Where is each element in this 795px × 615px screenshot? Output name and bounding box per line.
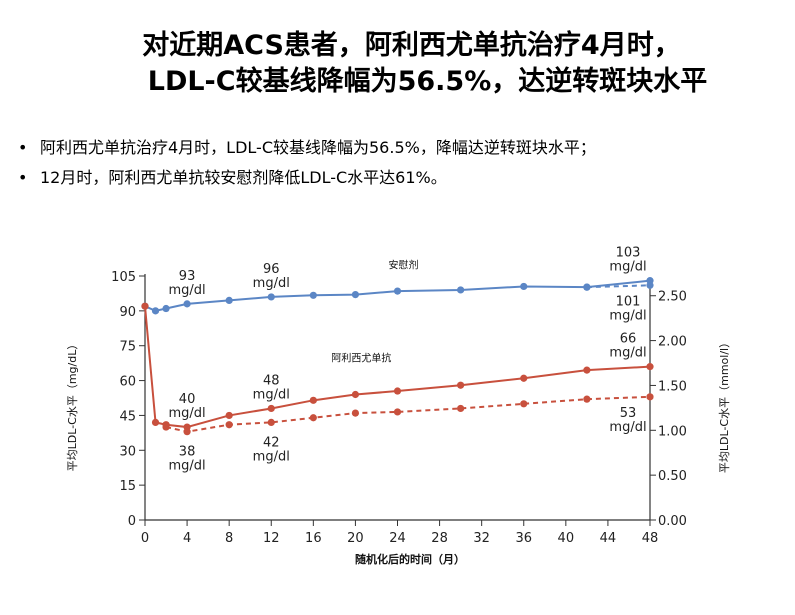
x-tick-label: 24 — [389, 531, 406, 546]
y-axis-title-right: 平均LDL-C水平（mmol/l） — [718, 337, 731, 473]
data-point — [351, 290, 360, 299]
series-line — [144, 279, 651, 312]
data-point — [520, 282, 528, 291]
data-point — [457, 404, 465, 413]
data-point — [309, 291, 317, 299]
data-point — [151, 307, 160, 315]
series-line — [586, 284, 651, 289]
y-right-tick-label: 2.00 — [658, 335, 687, 350]
data-label-unit: mg/dl — [168, 406, 205, 421]
data-point — [151, 418, 160, 426]
data-point — [646, 363, 654, 371]
x-tick-label: 48 — [642, 531, 659, 546]
data-label-unit: mg/dl — [168, 459, 205, 474]
series-label: 安慰剂 — [389, 258, 419, 271]
x-tick-label: 44 — [600, 531, 617, 546]
y-left-tick-label: 45 — [119, 409, 136, 424]
y-left-tick-label: 60 — [119, 375, 136, 390]
x-tick-label: 20 — [347, 531, 364, 546]
x-tick-label: 8 — [225, 531, 233, 546]
data-label: 38 — [179, 445, 196, 460]
data-point — [183, 300, 191, 308]
data-label-unit: mg/dl — [168, 283, 205, 298]
data-label-unit: mg/dl — [253, 449, 290, 464]
data-point — [457, 286, 465, 294]
data-point — [225, 296, 233, 304]
data-label-unit: mg/dl — [609, 260, 646, 275]
x-tick-label: 4 — [183, 531, 191, 546]
bullet-item: 12月时，阿利西尤单抗较安慰剂降低LDL-C水平达61%。 — [18, 163, 596, 193]
data-point — [225, 411, 233, 420]
data-label: 42 — [263, 435, 280, 450]
y-left-tick-label: 75 — [119, 340, 136, 355]
x-tick-label: 28 — [431, 531, 448, 546]
data-label: 101 — [616, 294, 641, 309]
data-point — [393, 408, 402, 416]
slide-title-line-2: LDL-C较基线降幅为56.5%，达逆转斑块水平 — [147, 66, 708, 97]
slide-title-line-1: 对近期ACS患者，阿利西尤单抗治疗4月时， — [142, 30, 681, 61]
data-label-unit: mg/dl — [609, 420, 646, 435]
data-point — [141, 302, 149, 310]
bullet-item: 阿利西尤单抗治疗4月时，LDL-C较基线降幅为56.5%，降幅达逆转斑块水平； — [18, 133, 596, 163]
data-label: 48 — [263, 373, 280, 388]
y-axis-title-left: 平均LDL-C水平（mg/dL） — [66, 339, 79, 472]
x-tick-label: 40 — [558, 531, 575, 546]
x-tick-label: 36 — [515, 531, 532, 546]
x-tick-label: 0 — [141, 531, 149, 546]
data-point — [162, 304, 170, 313]
data-point — [225, 421, 233, 429]
data-point — [646, 393, 654, 401]
data-point — [583, 366, 591, 374]
data-label: 96 — [263, 262, 280, 277]
data-point — [583, 395, 591, 403]
y-left-tick-label: 0 — [128, 514, 136, 529]
data-label-unit: mg/dl — [609, 308, 646, 323]
x-axis-title: 随机化后的时间（月） — [355, 552, 465, 566]
y-left-tick-label: 15 — [119, 479, 136, 494]
series-label: 阿利西尤单抗 — [331, 351, 391, 364]
x-tick-label: 16 — [305, 531, 322, 546]
y-right-tick-label: 2.50 — [658, 290, 687, 305]
data-point — [267, 418, 275, 426]
y-left-tick-label: 90 — [119, 305, 136, 320]
data-label: 103 — [616, 246, 641, 261]
data-label-unit: mg/dl — [253, 387, 290, 402]
data-label: 93 — [179, 269, 196, 284]
y-left-tick-label: 30 — [119, 444, 136, 459]
data-point — [457, 381, 465, 389]
y-right-tick-label: 0.00 — [658, 514, 687, 529]
data-point — [267, 293, 275, 301]
data-point — [162, 423, 170, 431]
data-point — [183, 428, 191, 436]
data-point — [583, 283, 591, 291]
data-label: 40 — [179, 392, 196, 407]
data-point — [393, 387, 402, 395]
data-point — [351, 390, 360, 399]
data-point — [309, 414, 317, 422]
data-point — [520, 400, 528, 408]
bullet-list: 阿利西尤单抗治疗4月时，LDL-C较基线降幅为56.5%，降幅达逆转斑块水平； … — [18, 133, 596, 193]
y-right-tick-label: 1.00 — [658, 424, 687, 439]
data-point — [520, 374, 528, 382]
y-left-tick-label: 105 — [111, 270, 136, 285]
x-tick-label: 12 — [263, 531, 280, 546]
y-right-tick-label: 0.50 — [658, 469, 687, 484]
data-point — [351, 409, 360, 417]
y-right-tick-label: 1.50 — [658, 379, 687, 394]
data-point — [309, 396, 317, 404]
data-point — [393, 287, 402, 295]
data-point — [646, 281, 654, 289]
data-point — [267, 404, 275, 413]
data-label-unit: mg/dl — [253, 276, 290, 291]
x-tick-label: 32 — [473, 531, 490, 546]
data-label: 66 — [620, 332, 637, 347]
data-label-unit: mg/dl — [609, 346, 646, 361]
data-label: 53 — [620, 406, 637, 421]
